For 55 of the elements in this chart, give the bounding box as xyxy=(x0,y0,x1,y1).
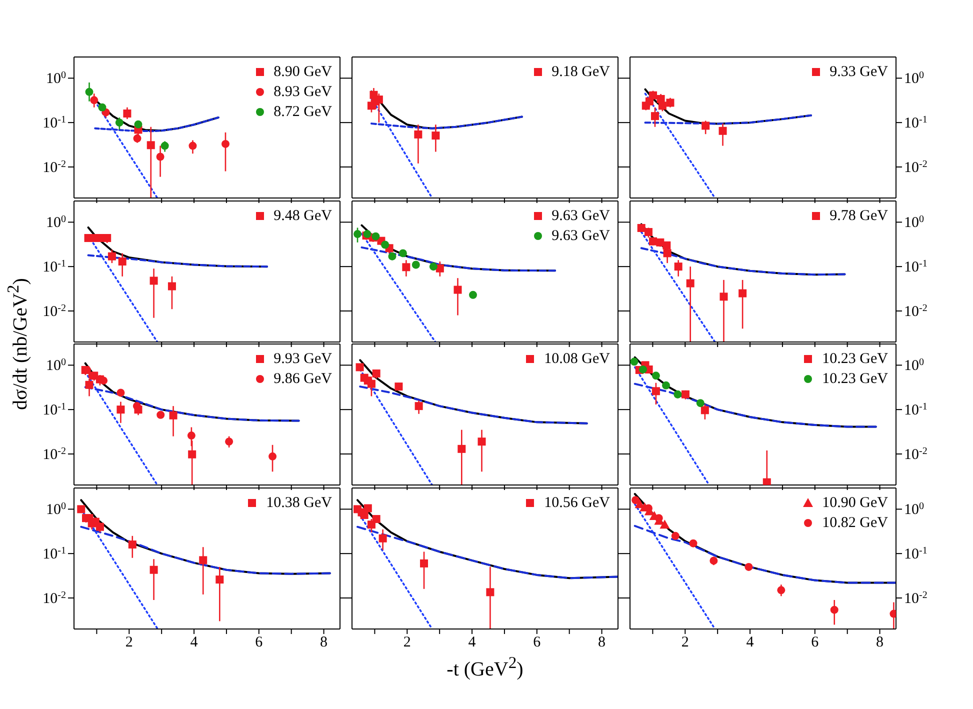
y-tick-label: 10$^{-2}$ xyxy=(42,158,66,176)
legend-label: 9.63 GeV xyxy=(552,228,610,244)
y-tick-label: 10$^{0}$ xyxy=(46,356,66,374)
y-tick-label: 10$^{-1}$ xyxy=(42,258,66,276)
legend-label: 9.78 GeV xyxy=(830,208,888,224)
legend-label: 9.33 GeV xyxy=(830,64,888,80)
y-tick-label: 10$^{0}$ xyxy=(46,500,66,518)
x-tick-label: 6 xyxy=(255,634,264,651)
x-tick-label: 2 xyxy=(403,634,411,651)
x-tick-label: 4 xyxy=(746,634,754,651)
y-tick-label: 10$^{-2}$ xyxy=(904,589,928,607)
y-tick-label: 10$^{-1}$ xyxy=(904,258,928,276)
x-tick-label: 8 xyxy=(320,634,328,651)
x-tick-label: 2 xyxy=(125,634,133,651)
x-tick-label: 6 xyxy=(811,634,820,651)
y-tick-label: 10$^{-1}$ xyxy=(42,545,66,563)
legend-label: 9.93 GeV xyxy=(274,350,332,368)
legend-label: 9.86 GeV xyxy=(274,370,332,388)
legend-label: 10.23 GeV xyxy=(822,370,888,388)
y-tick-label: 10$^{-1}$ xyxy=(42,114,66,132)
x-tick-label: 4 xyxy=(190,634,198,651)
y-tick-label: 10$^{-2}$ xyxy=(904,158,928,176)
y-tick-label: 10$^{-1}$ xyxy=(904,401,928,419)
legend-label: 10.23 GeV xyxy=(822,350,888,368)
y-tick-label: 10$^{-2}$ xyxy=(42,445,66,463)
x-tick-label: 8 xyxy=(876,634,884,651)
y-tick-label: 10$^{-2}$ xyxy=(42,302,66,320)
legend-label: 9.18 GeV xyxy=(552,64,610,80)
y-tick-label: 10$^{-2}$ xyxy=(42,589,66,607)
legend-label: 10.08 GeV xyxy=(544,350,610,368)
legend-label: 8.72 GeV xyxy=(274,104,332,120)
y-tick-label: 10$^{0}$ xyxy=(46,214,66,232)
legend-label: 9.63 GeV xyxy=(552,208,610,224)
x-tick-label: 8 xyxy=(598,634,606,651)
legend-label: 9.48 GeV xyxy=(274,208,332,224)
y-tick-label: 10$^{0}$ xyxy=(904,70,924,88)
y-tick-label: 10$^{-2}$ xyxy=(904,302,928,320)
legend-label: 10.56 GeV xyxy=(544,494,610,512)
y-tick-label: 10$^{0}$ xyxy=(904,356,924,374)
x-tick-label: 2 xyxy=(681,634,689,651)
legend-label: 10.38 GeV xyxy=(266,494,332,512)
y-tick-label: 10$^{0}$ xyxy=(46,70,66,88)
legend-label: 8.93 GeV xyxy=(274,84,332,100)
y-tick-label: 10$^{-1}$ xyxy=(904,545,928,563)
legend-label: 10.90 GeV xyxy=(822,494,888,512)
y-tick-label: 10$^{-2}$ xyxy=(904,445,928,463)
y-tick-label: 10$^{-1}$ xyxy=(904,114,928,132)
x-tick-label: 4 xyxy=(468,634,476,651)
legend-label: 8.90 GeV xyxy=(274,64,332,80)
y-tick-label: 10$^{0}$ xyxy=(904,500,924,518)
x-axis-title: -t (GeV$^{2}$) xyxy=(446,653,524,682)
legend-label: 10.82 GeV xyxy=(822,514,888,532)
x-tick-label: 6 xyxy=(533,634,542,651)
y-tick-label: 10$^{-1}$ xyxy=(42,401,66,419)
y-tick-label: 10$^{0}$ xyxy=(904,214,924,232)
